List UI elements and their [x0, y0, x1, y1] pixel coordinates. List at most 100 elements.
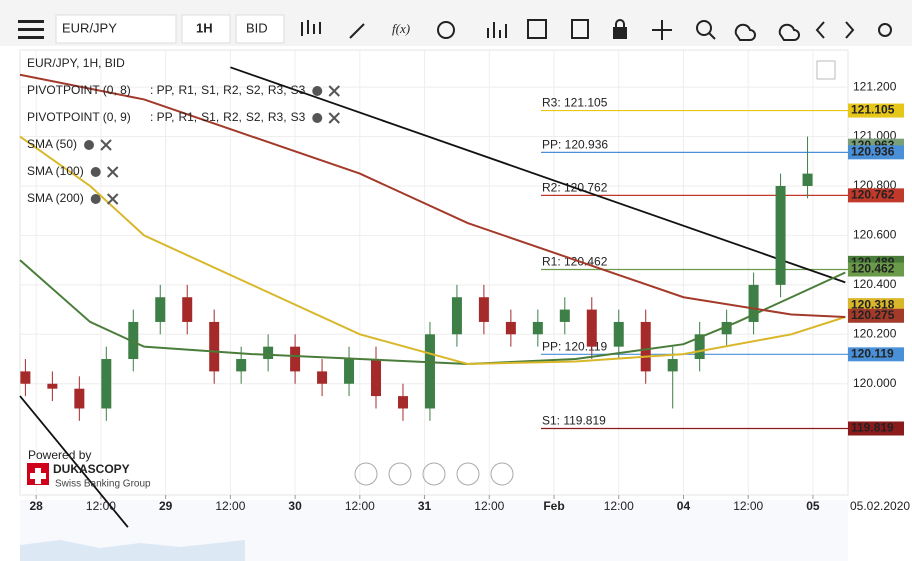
toolbar: EUR/JPY 1H BID f(x)	[0, 0, 912, 46]
price-tag-label: 120.119	[851, 347, 894, 361]
pivot-level-label: R1: 120.462	[542, 255, 608, 269]
indicator-param: S2,	[246, 110, 264, 124]
indicator-param: R2,	[223, 110, 242, 124]
x-tick-label: 12:00	[474, 499, 504, 513]
interval-box[interactable]	[181, 14, 231, 44]
pivot-level-label: PP: 120.119	[542, 340, 607, 354]
nav-controls[interactable]	[354, 462, 514, 486]
x-tick-label: 30	[288, 499, 302, 513]
candle-body	[236, 359, 247, 372]
candle-body	[182, 297, 193, 322]
remove-icon[interactable]	[100, 139, 112, 151]
candle-body	[505, 321, 516, 335]
candle-body	[128, 321, 139, 360]
candle-body	[371, 359, 382, 397]
price-tag-label: 121.105	[851, 103, 895, 117]
candle-body	[290, 346, 301, 372]
menu-button[interactable]	[18, 20, 44, 39]
remove-icon[interactable]	[328, 85, 340, 97]
navigator-area	[20, 540, 245, 561]
indicator-name: SMA (50)	[27, 137, 77, 151]
candle-body	[586, 309, 597, 347]
indicator-param: S3	[291, 83, 306, 97]
settings-icon[interactable]	[312, 113, 323, 123]
candle-body	[640, 321, 651, 372]
side-box[interactable]	[235, 14, 285, 44]
candle-body	[397, 396, 408, 409]
x-tick-label: 12:00	[215, 499, 245, 513]
price-tag	[848, 308, 904, 323]
indicator-param: S3	[291, 110, 306, 124]
candle-body	[344, 359, 355, 384]
indicator-name: PIVOTPOINT (0, 9)	[27, 110, 131, 124]
pivot-level-label: PP: 120.936	[542, 138, 608, 152]
toolbar-icons[interactable]	[301, 19, 892, 41]
candle-body	[802, 173, 813, 186]
powered-by: Powered by	[28, 448, 91, 462]
settings-icon[interactable]	[84, 140, 95, 150]
x-tick-label: 28	[30, 499, 44, 513]
symbol[interactable]: EUR/JPY	[62, 20, 117, 35]
price-tag	[848, 262, 904, 277]
settings-icon[interactable]	[312, 86, 323, 96]
trendline	[19, 395, 129, 528]
remove-icon[interactable]	[106, 193, 119, 205]
price-tag	[848, 103, 904, 118]
indicator-param: : PP,	[150, 110, 174, 124]
indicator-param: R3,	[268, 110, 287, 124]
price-tag-label: 120.936	[851, 145, 895, 159]
x-tick-label: Feb	[543, 499, 564, 513]
candle-body	[478, 297, 489, 322]
candle-body	[155, 297, 166, 322]
side[interactable]: BID	[246, 20, 268, 35]
price-tag-label: 119.819	[851, 421, 894, 435]
indicator-name: SMA (200)	[27, 191, 84, 205]
candle-body	[424, 334, 435, 409]
brand: DUKASCOPY	[53, 462, 130, 476]
x-tick-label: 12:00	[604, 499, 634, 513]
y-tick-label: 121.200	[853, 79, 897, 93]
interval[interactable]: 1H	[196, 20, 213, 35]
candle-body	[263, 346, 274, 360]
x-tick-label: 12:00	[86, 499, 116, 513]
indicator-name: SMA (100)	[27, 164, 84, 178]
price-tag-label: 120.275	[851, 308, 895, 322]
indicator-param: : PP,	[150, 83, 174, 97]
indicator-param: R1,	[178, 110, 197, 124]
x-tick-label: 12:00	[733, 499, 763, 513]
y-tick-label: 120.000	[853, 376, 897, 390]
settings-icon[interactable]	[90, 194, 101, 204]
y-tick-label: 120.600	[853, 228, 897, 242]
candle-body	[532, 321, 543, 335]
indicator-param: R1,	[178, 83, 197, 97]
legend-title: EUR/JPY, 1H, BID	[27, 56, 125, 70]
symbol-box[interactable]	[55, 14, 177, 44]
plot-area	[19, 49, 849, 496]
price-tag-label: 120.762	[851, 188, 895, 202]
x-tick-label: 31	[418, 499, 432, 513]
brand-tagline: Swiss Banking Group	[55, 479, 151, 490]
indicator-param: S1,	[201, 83, 219, 97]
pivot-level-label: S1: 119.819	[542, 414, 606, 428]
fx-button[interactable]: f(x)	[392, 21, 410, 36]
candle-body	[775, 185, 786, 285]
settings-icon[interactable]	[90, 167, 101, 177]
x-tick-label: 12:00	[345, 499, 375, 513]
candle-body	[694, 334, 705, 360]
price-tag	[848, 421, 904, 436]
price-tag	[848, 298, 904, 313]
indicator-param: S2,	[246, 83, 264, 97]
candle-body	[74, 388, 85, 409]
candle-body	[20, 371, 31, 384]
y-tick-label: 120.200	[853, 326, 897, 340]
candle-body	[101, 359, 112, 409]
remove-icon[interactable]	[328, 112, 340, 124]
remove-icon[interactable]	[106, 166, 119, 178]
fullscreen-button[interactable]	[816, 60, 836, 80]
candle-body	[451, 297, 462, 335]
candle-body	[47, 383, 58, 389]
candle-body	[317, 371, 328, 384]
price-tag	[848, 145, 904, 160]
